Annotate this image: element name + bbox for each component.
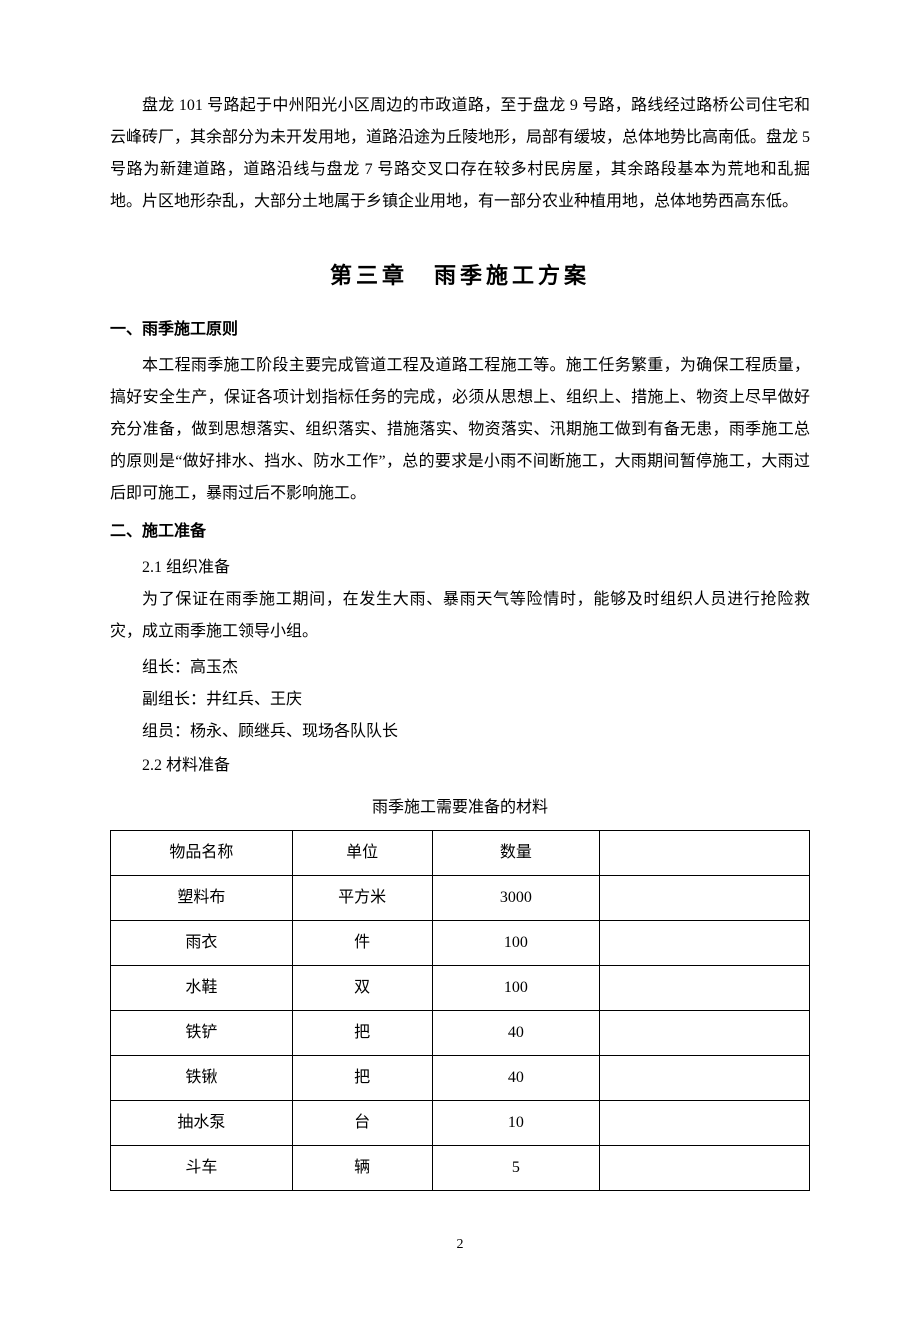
table-row: 水鞋双100 <box>111 966 810 1011</box>
table-cell: 铁铲 <box>111 1011 293 1056</box>
table-row: 抽水泵台10 <box>111 1101 810 1146</box>
chapter-title: 第三章 雨季施工方案 <box>110 254 810 298</box>
member-line: 组员：杨永、顾继兵、现场各队队长 <box>110 716 810 748</box>
table-cell: 平方米 <box>292 876 432 921</box>
section1-heading: 一、雨季施工原则 <box>110 314 810 346</box>
subsection-2-1-label: 2.1 组织准备 <box>110 552 810 584</box>
table-row: 雨衣件100 <box>111 921 810 966</box>
table-header-cell: 单位 <box>292 831 432 876</box>
subsection-2-2-label: 2.2 材料准备 <box>110 750 810 782</box>
materials-table-caption: 雨季施工需要准备的材料 <box>110 792 810 824</box>
group-leader-line: 组长：高玉杰 <box>110 652 810 684</box>
table-cell: 3000 <box>432 876 600 921</box>
table-cell: 辆 <box>292 1146 432 1191</box>
table-cell <box>600 1056 810 1101</box>
table-cell <box>600 1146 810 1191</box>
table-row: 斗车辆5 <box>111 1146 810 1191</box>
table-row: 铁锹把40 <box>111 1056 810 1101</box>
table-cell: 雨衣 <box>111 921 293 966</box>
table-cell: 抽水泵 <box>111 1101 293 1146</box>
section2-heading: 二、施工准备 <box>110 516 810 548</box>
page-number: 2 <box>110 1231 810 1259</box>
table-cell <box>600 966 810 1011</box>
table-cell: 把 <box>292 1056 432 1101</box>
table-row: 塑料布平方米3000 <box>111 876 810 921</box>
table-cell <box>600 921 810 966</box>
table-cell: 双 <box>292 966 432 1011</box>
table-header-cell: 数量 <box>432 831 600 876</box>
table-cell <box>600 1101 810 1146</box>
table-cell: 水鞋 <box>111 966 293 1011</box>
table-row: 铁铲把40 <box>111 1011 810 1056</box>
table-cell: 铁锹 <box>111 1056 293 1101</box>
deputy-leader-line: 副组长：井红兵、王庆 <box>110 684 810 716</box>
table-cell: 斗车 <box>111 1146 293 1191</box>
table-cell: 把 <box>292 1011 432 1056</box>
table-cell: 40 <box>432 1011 600 1056</box>
table-header-cell <box>600 831 810 876</box>
table-header-row: 物品名称 单位 数量 <box>111 831 810 876</box>
table-cell: 10 <box>432 1101 600 1146</box>
table-cell: 5 <box>432 1146 600 1191</box>
table-cell: 塑料布 <box>111 876 293 921</box>
table-cell <box>600 1011 810 1056</box>
table-cell: 件 <box>292 921 432 966</box>
table-cell: 100 <box>432 921 600 966</box>
table-cell: 40 <box>432 1056 600 1101</box>
table-cell <box>600 876 810 921</box>
table-cell: 台 <box>292 1101 432 1146</box>
intro-paragraph: 盘龙 101 号路起于中州阳光小区周边的市政道路，至于盘龙 9 号路，路线经过路… <box>110 90 810 218</box>
table-cell: 100 <box>432 966 600 1011</box>
materials-table: 物品名称 单位 数量 塑料布平方米3000雨衣件100水鞋双100铁铲把40铁锹… <box>110 830 810 1191</box>
section1-body: 本工程雨季施工阶段主要完成管道工程及道路工程施工等。施工任务繁重，为确保工程质量… <box>110 350 810 510</box>
table-header-cell: 物品名称 <box>111 831 293 876</box>
subsection-2-1-body: 为了保证在雨季施工期间，在发生大雨、暴雨天气等险情时，能够及时组织人员进行抢险救… <box>110 584 810 648</box>
